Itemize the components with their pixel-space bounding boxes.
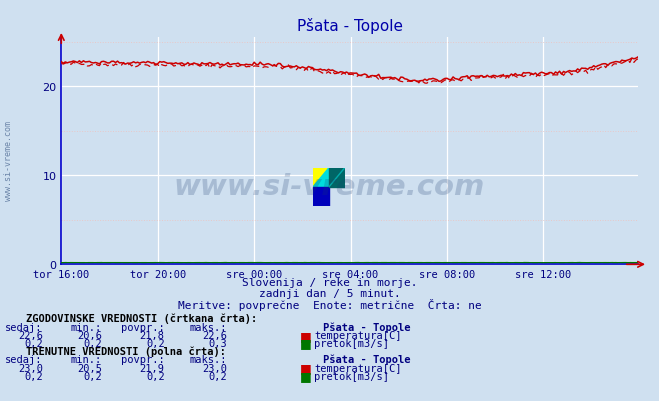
Text: www.si-vreme.com: www.si-vreme.com bbox=[174, 172, 485, 200]
Text: 21,9: 21,9 bbox=[140, 363, 165, 373]
Text: maks.:: maks.: bbox=[190, 354, 227, 364]
Title: Pšata - Topole: Pšata - Topole bbox=[297, 18, 403, 34]
Text: Meritve: povprečne  Enote: metrične  Črta: ne: Meritve: povprečne Enote: metrične Črta:… bbox=[178, 298, 481, 310]
Text: maks.:: maks.: bbox=[190, 322, 227, 332]
Text: povpr.:: povpr.: bbox=[121, 354, 165, 364]
Text: Slovenija / reke in morje.: Slovenija / reke in morje. bbox=[242, 278, 417, 288]
Text: 0,2: 0,2 bbox=[146, 338, 165, 348]
Text: 23,0: 23,0 bbox=[202, 363, 227, 373]
Text: 23,0: 23,0 bbox=[18, 363, 43, 373]
Text: 20,6: 20,6 bbox=[77, 330, 102, 340]
Text: zadnji dan / 5 minut.: zadnji dan / 5 minut. bbox=[258, 289, 401, 298]
Text: ■: ■ bbox=[300, 369, 312, 382]
Text: 21,8: 21,8 bbox=[140, 330, 165, 340]
Text: TRENUTNE VREDNOSTI (polna črta):: TRENUTNE VREDNOSTI (polna črta): bbox=[26, 346, 226, 356]
Text: 0,2: 0,2 bbox=[24, 338, 43, 348]
Text: ■: ■ bbox=[300, 361, 312, 374]
Text: ■: ■ bbox=[300, 336, 312, 349]
Text: min.:: min.: bbox=[71, 354, 102, 364]
Text: 0,2: 0,2 bbox=[84, 371, 102, 381]
Text: 0,2: 0,2 bbox=[209, 371, 227, 381]
Text: temperatura[C]: temperatura[C] bbox=[314, 363, 402, 373]
Text: 0,3: 0,3 bbox=[209, 338, 227, 348]
Text: pretok[m3/s]: pretok[m3/s] bbox=[314, 338, 389, 348]
Text: Pšata - Topole: Pšata - Topole bbox=[323, 322, 411, 332]
Text: 0,2: 0,2 bbox=[24, 371, 43, 381]
Text: povpr.:: povpr.: bbox=[121, 322, 165, 332]
Polygon shape bbox=[313, 168, 329, 188]
Text: ZGODOVINSKE VREDNOSTI (črtkana črta):: ZGODOVINSKE VREDNOSTI (črtkana črta): bbox=[26, 312, 258, 323]
Text: ■: ■ bbox=[300, 329, 312, 342]
Text: sedaj:: sedaj: bbox=[5, 354, 43, 364]
Text: www.si-vreme.com: www.si-vreme.com bbox=[4, 120, 13, 200]
Text: 0,2: 0,2 bbox=[146, 371, 165, 381]
Polygon shape bbox=[313, 188, 329, 207]
Text: sedaj:: sedaj: bbox=[5, 322, 43, 332]
Text: 22,6: 22,6 bbox=[18, 330, 43, 340]
Text: pretok[m3/s]: pretok[m3/s] bbox=[314, 371, 389, 381]
Text: temperatura[C]: temperatura[C] bbox=[314, 330, 402, 340]
Polygon shape bbox=[329, 168, 345, 188]
Text: min.:: min.: bbox=[71, 322, 102, 332]
Polygon shape bbox=[329, 168, 345, 188]
Text: 0,2: 0,2 bbox=[84, 338, 102, 348]
Polygon shape bbox=[313, 168, 329, 188]
Text: 20,5: 20,5 bbox=[77, 363, 102, 373]
Text: Pšata - Topole: Pšata - Topole bbox=[323, 354, 411, 365]
Text: 22,6: 22,6 bbox=[202, 330, 227, 340]
